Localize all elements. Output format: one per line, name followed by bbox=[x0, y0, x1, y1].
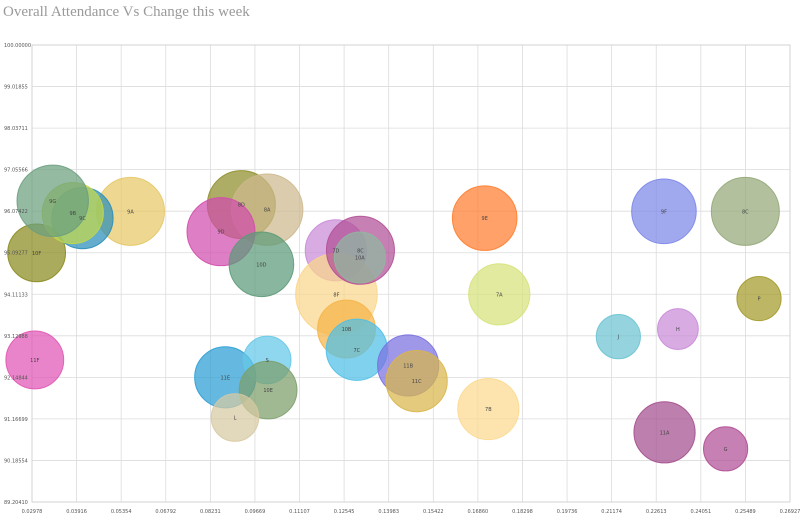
bubble-label: 9F bbox=[661, 209, 667, 215]
bubble[interactable] bbox=[16, 164, 89, 237]
bubble-label: 7C bbox=[353, 348, 360, 354]
bubble-label: 11E bbox=[221, 375, 231, 381]
x-tick-label: 0.08231 bbox=[200, 509, 221, 515]
bubble[interactable] bbox=[633, 401, 696, 464]
bubble-label: P bbox=[758, 297, 761, 303]
bubble-label: 9E bbox=[482, 216, 488, 222]
y-tick-label: 94.11133 bbox=[4, 292, 28, 298]
bubble[interactable] bbox=[710, 176, 780, 246]
x-tick-label: 0.15422 bbox=[423, 509, 444, 515]
bubble[interactable] bbox=[595, 314, 641, 360]
bubble-label: 10D bbox=[256, 262, 266, 268]
y-tick-label: 92.14844 bbox=[4, 375, 28, 381]
bubble-label: 8C bbox=[742, 209, 749, 215]
x-tick-label: 0.11107 bbox=[289, 509, 310, 515]
bubble-label: 9A bbox=[127, 209, 134, 215]
bubble[interactable] bbox=[333, 231, 386, 284]
bubble-label: 10B bbox=[342, 327, 352, 333]
bubble-label: 9B bbox=[69, 211, 76, 217]
bubble-label: 11F bbox=[30, 358, 39, 364]
axis-layer: 100.00000 99.01855 98.03711 97.05566 96.0742… bbox=[4, 43, 800, 515]
bubble-label: 9C bbox=[79, 216, 86, 222]
y-tick-label: 100.00000 bbox=[4, 43, 31, 49]
x-tick-label: 0.05354 bbox=[111, 509, 132, 515]
x-tick-label: 0.09669 bbox=[245, 509, 266, 515]
bubble[interactable] bbox=[228, 231, 295, 298]
bubble-label: 8D bbox=[238, 203, 245, 209]
x-tick-label: 0.06792 bbox=[155, 509, 176, 515]
x-tick-label: 0.03916 bbox=[66, 509, 87, 515]
bubble[interactable] bbox=[736, 275, 782, 322]
bubble[interactable] bbox=[385, 350, 448, 413]
x-tick-label: 0.12545 bbox=[334, 509, 355, 515]
bubble[interactable] bbox=[657, 308, 699, 350]
bubble-label: 9D bbox=[217, 230, 224, 236]
bubble-layer bbox=[5, 164, 782, 472]
y-tick-label: 91.16699 bbox=[4, 417, 28, 423]
bubble[interactable] bbox=[210, 393, 260, 442]
bubble[interactable] bbox=[702, 426, 749, 472]
y-tick-label: 95.09277 bbox=[4, 251, 28, 257]
bubble[interactable] bbox=[457, 377, 520, 441]
bubble-label: 7A bbox=[496, 292, 503, 298]
x-tick-label: 0.02978 bbox=[22, 509, 43, 515]
bubble-label: 7D bbox=[332, 248, 339, 254]
bubble-label: 8A bbox=[264, 208, 271, 214]
x-tick-label: 0.26927 bbox=[780, 509, 800, 515]
y-tick-label: 93.12988 bbox=[4, 334, 28, 340]
x-tick-label: 0.22613 bbox=[646, 509, 667, 515]
bubble-label: 9G bbox=[49, 199, 56, 205]
bubble-label: 8F bbox=[333, 292, 339, 298]
y-tick-label: 90.18554 bbox=[4, 458, 28, 464]
y-tick-label: 97.05566 bbox=[4, 168, 28, 174]
x-tick-label: 0.19736 bbox=[557, 509, 578, 515]
bubble-label: 10F bbox=[32, 251, 41, 257]
x-tick-label: 0.18298 bbox=[512, 509, 533, 515]
bubble-label: 10E bbox=[263, 388, 273, 394]
y-tick-label: 89.20410 bbox=[4, 500, 28, 506]
bubble-label: 7B bbox=[485, 407, 492, 413]
x-tick-label: 0.24051 bbox=[690, 509, 711, 515]
bubble-label: 11B bbox=[403, 363, 413, 369]
x-tick-label: 0.16860 bbox=[468, 509, 489, 515]
bubble-label: 10A bbox=[355, 256, 365, 262]
x-tick-label: 0.21174 bbox=[601, 509, 622, 515]
bubble-label: H bbox=[676, 327, 680, 333]
bubble-label: J bbox=[617, 335, 619, 341]
bubble-label: 11C bbox=[412, 379, 422, 385]
bubble-label: S bbox=[266, 358, 269, 364]
chart-title: Overall Attendance Vs Change this week bbox=[3, 4, 250, 20]
bubble[interactable] bbox=[5, 330, 65, 390]
y-tick-label: 98.03711 bbox=[4, 126, 28, 132]
bubble-label: 8C bbox=[357, 248, 364, 254]
bubble[interactable] bbox=[468, 263, 531, 326]
bubble-label: G bbox=[724, 447, 728, 453]
y-tick-label: 96.07422 bbox=[4, 209, 28, 215]
bubble-label: 11A bbox=[660, 430, 670, 436]
bubble[interactable] bbox=[451, 185, 518, 251]
x-tick-label: 0.13983 bbox=[378, 509, 399, 515]
y-tick-label: 99.01855 bbox=[4, 85, 28, 91]
bubble-label: L bbox=[234, 416, 237, 422]
x-tick-label: 0.25489 bbox=[735, 509, 756, 515]
bubble[interactable] bbox=[631, 178, 697, 245]
